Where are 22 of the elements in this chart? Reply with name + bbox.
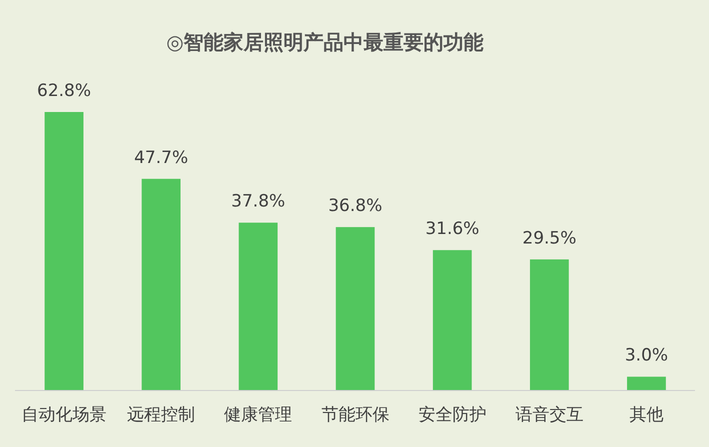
data-label: 31.6% — [425, 219, 480, 240]
x-tick-label: 远程控制 — [127, 405, 196, 425]
x-tick-label: 语音交互 — [515, 405, 584, 425]
chart-title: ◎智能家居照明产品中最重要的功能 — [166, 30, 484, 54]
data-label: 36.8% — [328, 196, 382, 216]
data-label: 37.8% — [231, 192, 286, 212]
bar — [530, 259, 569, 390]
bar — [44, 112, 84, 390]
bar — [142, 178, 181, 390]
data-label: 47.7% — [134, 148, 188, 168]
x-tick-label: 节能环保 — [321, 405, 390, 425]
data-label: 3.0% — [624, 346, 668, 366]
bar — [238, 222, 278, 390]
x-tick-label: 健康管理 — [224, 405, 292, 425]
data-label: 62.8% — [37, 81, 92, 101]
bar — [627, 376, 666, 390]
x-tick-label: 安全防护 — [418, 405, 486, 425]
x-tick-label: 自动化场景 — [22, 405, 107, 425]
bar — [432, 250, 472, 390]
data-label: 29.5% — [522, 228, 576, 248]
x-tick-label: 其他 — [629, 405, 664, 425]
bar — [336, 227, 375, 390]
